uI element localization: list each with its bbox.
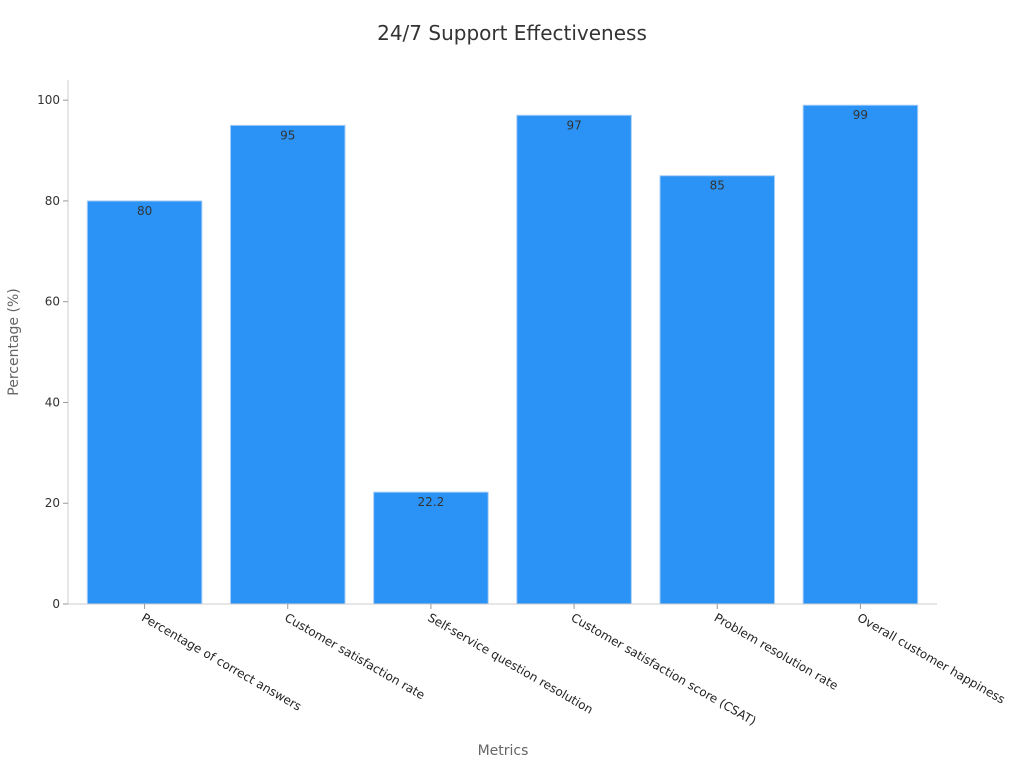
bars-layer xyxy=(86,104,919,605)
x-tick-label-5: Problem resolution rate xyxy=(712,610,841,692)
bar-6 xyxy=(802,104,919,605)
y-tick-label-20: 20 xyxy=(45,496,60,510)
data-labels-layer: 80 95 22.2 97 85 99 xyxy=(137,108,868,509)
bar-1 xyxy=(86,200,203,605)
y-axis-title: Percentage (%) xyxy=(6,288,22,395)
data-label-2: 95 xyxy=(280,128,295,142)
bar-4 xyxy=(516,114,632,605)
y-tick-label-0: 0 xyxy=(52,597,60,611)
x-tick-label-2: Customer satisfaction rate xyxy=(282,610,427,702)
bar-3 xyxy=(373,491,489,605)
bar-2 xyxy=(229,124,346,605)
y-tick-label-60: 60 xyxy=(45,295,60,309)
chart-title: 24/7 Support Effectiveness xyxy=(377,21,647,45)
x-tick-label-6: Overall customer happiness xyxy=(855,610,1008,706)
y-tick-label-80: 80 xyxy=(45,194,60,208)
y-tick-label-100: 100 xyxy=(37,93,60,107)
x-tick-label-3: Self-service question resolution xyxy=(425,610,595,716)
data-label-1: 80 xyxy=(137,204,152,218)
data-label-4: 97 xyxy=(566,118,581,132)
data-label-3: 22.2 xyxy=(418,495,445,509)
x-tick-label-1: Percentage of correct answers xyxy=(139,610,304,713)
x-axis-title: Metrics xyxy=(478,743,529,759)
y-ticks-layer: 0 20 40 60 80 100 xyxy=(37,93,68,611)
bar-5 xyxy=(659,175,776,605)
y-tick-label-40: 40 xyxy=(45,395,60,409)
data-label-5: 85 xyxy=(710,179,725,193)
data-label-6: 99 xyxy=(853,108,868,122)
